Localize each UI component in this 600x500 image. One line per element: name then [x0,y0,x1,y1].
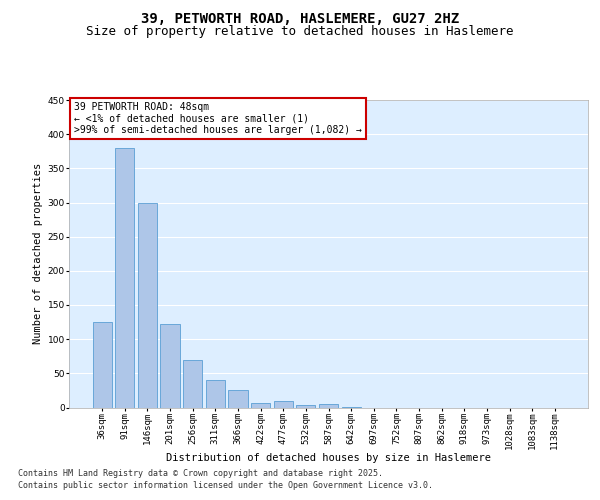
Y-axis label: Number of detached properties: Number of detached properties [34,163,43,344]
Bar [229,390,248,407]
Bar [160,324,180,407]
Bar [206,380,225,407]
Text: 39 PETWORTH ROAD: 48sqm
← <1% of detached houses are smaller (1)
>99% of semi-de: 39 PETWORTH ROAD: 48sqm ← <1% of detache… [74,102,362,134]
Text: 39, PETWORTH ROAD, HASLEMERE, GU27 2HZ: 39, PETWORTH ROAD, HASLEMERE, GU27 2HZ [141,12,459,26]
Bar [138,202,157,408]
Bar [341,407,361,408]
Bar [274,400,293,407]
Bar [251,402,270,407]
Bar [319,404,338,407]
Bar [115,148,134,407]
Bar [296,406,316,407]
Bar [183,360,202,408]
Text: Contains public sector information licensed under the Open Government Licence v3: Contains public sector information licen… [18,480,433,490]
Bar [92,322,112,408]
X-axis label: Distribution of detached houses by size in Haslemere: Distribution of detached houses by size … [166,454,491,464]
Text: Contains HM Land Registry data © Crown copyright and database right 2025.: Contains HM Land Registry data © Crown c… [18,470,383,478]
Text: Size of property relative to detached houses in Haslemere: Size of property relative to detached ho… [86,24,514,38]
